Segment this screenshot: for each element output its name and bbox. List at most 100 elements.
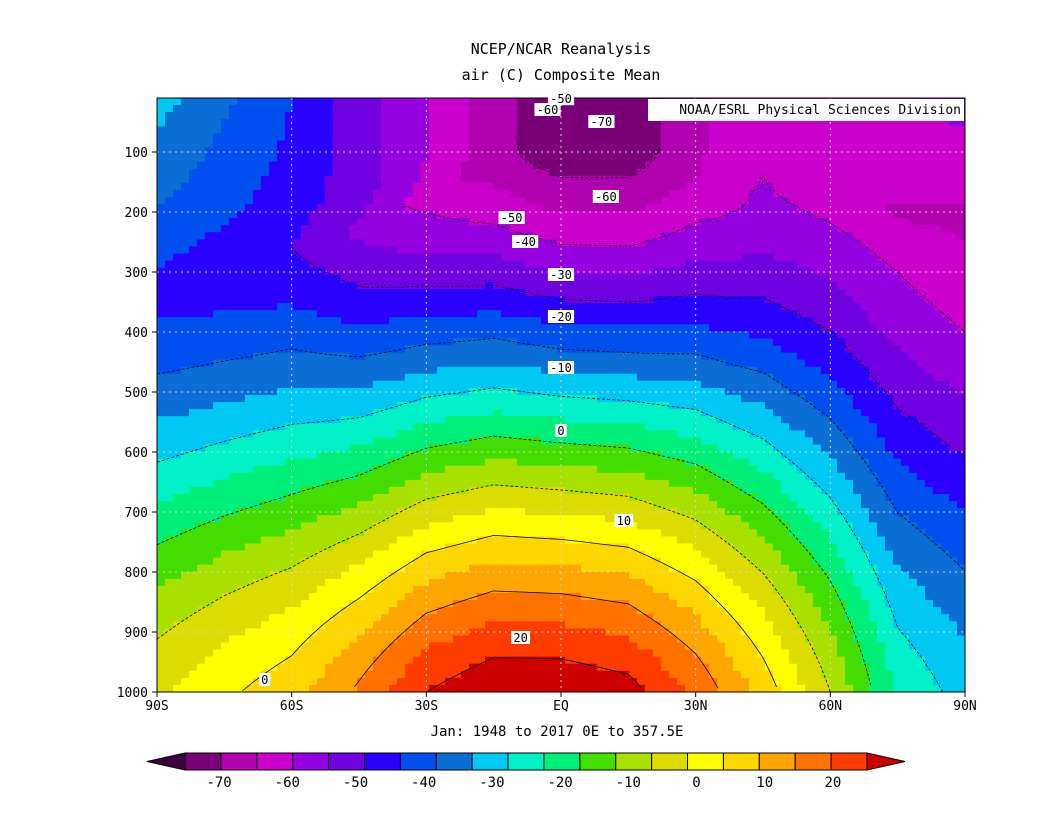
contour-cell [789, 189, 798, 198]
contour-cell [757, 225, 766, 233]
contour-cell [845, 331, 854, 340]
contour-cell [909, 402, 918, 410]
contour-cell [757, 274, 766, 283]
contour-cell [709, 126, 718, 134]
contour-cell [685, 331, 694, 340]
contour-cell [669, 402, 678, 410]
contour-cell [309, 310, 318, 318]
contour-cell [701, 197, 710, 205]
contour-cell [901, 296, 910, 304]
contour-cell [949, 317, 958, 325]
contour-cell [653, 437, 662, 446]
contour-cell [413, 98, 422, 106]
contour-cell [845, 366, 854, 375]
contour-cell [485, 189, 494, 198]
contour-cell [853, 253, 862, 262]
contour-cell [957, 331, 965, 340]
contour-cell [341, 444, 350, 453]
contour-cell [365, 345, 374, 354]
contour-cell [461, 232, 470, 241]
contour-cell [733, 345, 742, 354]
contour-cell [333, 204, 342, 212]
contour-cell [781, 380, 790, 389]
contour-cell [493, 409, 502, 417]
contour-cell [341, 239, 350, 248]
contour-cell [845, 232, 854, 241]
contour-cell [373, 175, 382, 184]
contour-cell [429, 182, 438, 191]
contour-cell [213, 98, 222, 106]
contour-cell [765, 324, 774, 332]
contour-cell [309, 288, 318, 297]
contour-cell [669, 140, 678, 149]
contour-cell [877, 430, 886, 439]
contour-cell [285, 395, 294, 403]
contour-cell [213, 239, 222, 248]
contour-cell [597, 281, 606, 290]
contour-cell [613, 395, 622, 403]
contour-cell [245, 352, 254, 361]
contour-cell [269, 260, 278, 269]
contour-cell [181, 437, 190, 446]
contour-cell [605, 331, 614, 340]
contour-cell [277, 126, 286, 134]
contour-cell [533, 338, 542, 347]
contour-cell [829, 395, 838, 403]
contour-cell [845, 423, 854, 431]
contour-cell [653, 380, 662, 389]
contour-cell [461, 274, 470, 283]
contour-cell [869, 296, 878, 304]
contour-cell [613, 430, 622, 439]
contour-cell [197, 182, 206, 191]
contour-cell [269, 437, 278, 446]
contour-cell [173, 133, 182, 142]
contour-cell [677, 345, 686, 354]
contour-cell [413, 274, 422, 283]
contour-cell [413, 310, 422, 318]
contour-cell [301, 232, 310, 241]
contour-cell [453, 189, 462, 198]
contour-cell [269, 239, 278, 248]
contour-cell [653, 409, 662, 417]
contour-cell [165, 310, 174, 318]
contour-cell [941, 267, 950, 276]
contour-cell [733, 437, 742, 446]
contour-cell [365, 98, 374, 106]
contour-cell [405, 338, 414, 347]
contour-cell [925, 345, 934, 354]
contour-cell [637, 416, 646, 424]
contour-cell [653, 324, 662, 332]
contour-cell [309, 352, 318, 361]
contour-cell [437, 119, 446, 127]
contour-cell [357, 105, 366, 113]
contour-cell [205, 253, 214, 262]
contour-cell [205, 359, 214, 368]
contour-cell [309, 204, 318, 212]
contour-cell [253, 437, 262, 446]
contour-cell [317, 126, 326, 134]
contour-cell [733, 232, 742, 241]
contour-cell [197, 423, 206, 431]
contour-cell [477, 352, 486, 361]
contour-cell [861, 296, 870, 304]
contour-cell [949, 380, 958, 389]
contour-cell [845, 303, 854, 311]
contour-cell [453, 204, 462, 212]
contour-cell [605, 267, 614, 276]
contour-cell [237, 380, 246, 389]
contour-cell [493, 182, 502, 191]
contour-cell [277, 218, 286, 226]
contour-cell [869, 218, 878, 226]
contour-cell [237, 211, 246, 219]
contour-cell [365, 112, 374, 120]
contour-cell [765, 175, 774, 184]
contour-cell [677, 140, 686, 149]
contour-cell [829, 197, 838, 205]
contour-cell [605, 338, 614, 347]
contour-cell [181, 303, 190, 311]
contour-cell [261, 189, 270, 198]
contour-cell [853, 345, 862, 354]
contour-cell [853, 395, 862, 403]
contour-cell [485, 197, 494, 205]
contour-cell [157, 260, 166, 269]
